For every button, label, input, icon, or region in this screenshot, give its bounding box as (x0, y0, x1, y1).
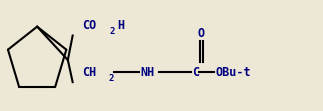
Text: H: H (117, 19, 124, 32)
Text: NH: NH (141, 66, 155, 79)
Text: 2: 2 (110, 27, 115, 36)
Text: C: C (192, 66, 199, 79)
Text: CO: CO (82, 19, 97, 32)
Text: O: O (198, 27, 205, 40)
Text: 2: 2 (109, 74, 114, 83)
Text: CH: CH (82, 66, 97, 79)
Text: OBu-t: OBu-t (216, 66, 251, 79)
